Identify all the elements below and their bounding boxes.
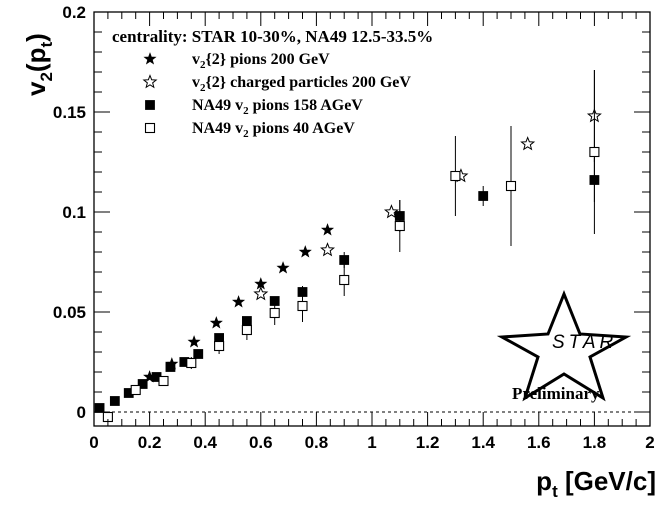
legend-title: centrality: STAR 10-30%, NA49 12.5-33.5%: [112, 27, 433, 46]
legend-marker: [145, 100, 155, 110]
data-point: [450, 170, 461, 182]
data-point: [130, 384, 141, 396]
legend-entry-label: NA49 v2 pions 158 AGeV: [192, 97, 363, 117]
data-point: [320, 223, 335, 236]
data-point: [209, 316, 223, 329]
data-point: [137, 379, 148, 389]
y-axis-title: v2(pt): [21, 33, 56, 96]
x-tick-label: 0.6: [249, 433, 273, 452]
y-tick-label: 0.15: [53, 103, 86, 122]
data-point: [193, 349, 204, 359]
axes: 0 0.2 0.4 0.6 0.8 1 1.2 1.4 1.6 1.8 2 0 0.05 0.1 0.15 0…: [53, 3, 655, 452]
data-point: [94, 403, 105, 413]
data-layer: [94, 70, 602, 423]
x-axis-title: pt [GeV/c]: [536, 466, 656, 501]
data-point: [478, 191, 489, 201]
legend-marker: [143, 52, 157, 65]
star-preliminary-logo: STAR Preliminary: [496, 289, 632, 403]
x-tick-label: 1.4: [471, 433, 495, 452]
data-point: [339, 274, 350, 286]
x-tick-label: 0.4: [193, 433, 217, 452]
data-point: [298, 245, 312, 258]
star-logo-text: STAR: [552, 332, 617, 353]
data-point: [186, 357, 197, 369]
x-tick-label: 0.8: [305, 433, 329, 452]
y-tick-label: 0: [77, 403, 86, 422]
data-point: [276, 261, 290, 274]
data-point: [269, 307, 280, 319]
x-tick-label: 2: [645, 433, 654, 452]
data-point: [158, 375, 169, 387]
x-tick-label: 1.6: [527, 433, 551, 452]
y-tick-label: 0.1: [62, 203, 86, 222]
preliminary-label: Preliminary: [512, 384, 600, 403]
data-point: [339, 255, 350, 265]
y-tick-label: 0.2: [62, 3, 86, 22]
star-logo-outline: [496, 289, 632, 402]
x-tick-label: 1.8: [583, 433, 607, 452]
x-tick-label: 0.2: [138, 433, 162, 452]
data-point: [214, 340, 225, 352]
legend: centrality: STAR 10-30%, NA49 12.5-33.5%…: [112, 27, 433, 140]
data-point: [297, 300, 308, 312]
data-point: [165, 362, 176, 372]
data-point: [187, 335, 201, 348]
x-tick-label: 0: [89, 433, 98, 452]
data-point: [253, 286, 269, 301]
legend-entry-label: v2{2} pions 200 GeV: [192, 51, 330, 71]
data-point: [383, 204, 399, 219]
y-tick-label: 0.05: [53, 303, 86, 322]
legend-entry-label: v2{2} charged particles 200 GeV: [192, 74, 411, 94]
x-tick-label: 1: [367, 433, 376, 452]
legend-marker: [144, 122, 156, 134]
series-3: [102, 70, 600, 423]
data-point: [232, 295, 246, 308]
data-point: [320, 242, 336, 257]
data-point: [109, 396, 120, 406]
legend-marker: [142, 74, 158, 89]
data-point: [394, 220, 405, 232]
data-point: [520, 136, 536, 151]
data-point: [589, 146, 600, 158]
legend-entry-label: NA49 v2 pions 40 AGeV: [192, 120, 355, 140]
x-tick-label: 1.2: [416, 433, 440, 452]
data-point: [241, 324, 252, 336]
data-point: [505, 180, 517, 192]
